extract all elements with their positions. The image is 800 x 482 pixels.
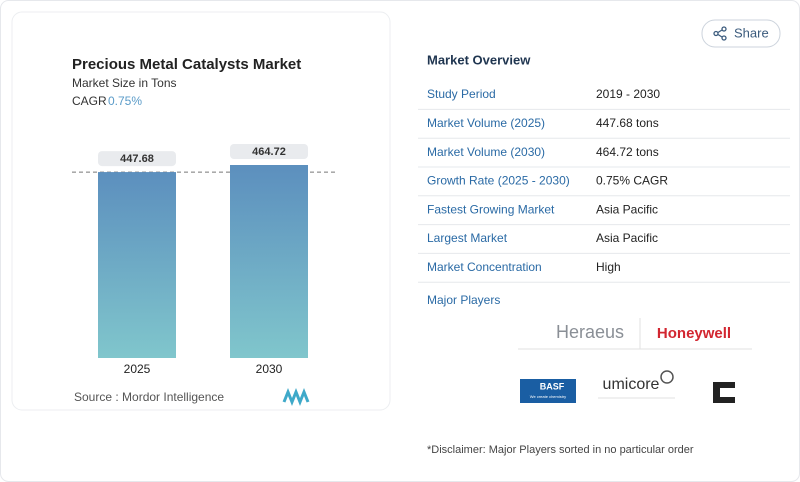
- chart-subtitle: Market Size in Tons: [72, 76, 177, 90]
- bar: [98, 172, 176, 358]
- row-value: High: [596, 260, 621, 274]
- row-label: Largest Market: [427, 231, 508, 245]
- bar: [230, 165, 308, 358]
- row-label: Market Volume (2030): [427, 145, 545, 159]
- row-label: Study Period: [427, 87, 496, 101]
- row-value: 0.75% CAGR: [596, 174, 668, 188]
- x-tick-label: 2030: [256, 362, 283, 376]
- value-label-bg: [230, 144, 308, 159]
- x-tick-label: 2025: [124, 362, 151, 376]
- row-value: 447.68 tons: [596, 116, 659, 130]
- row-label: Market Volume (2025): [427, 116, 545, 130]
- chart-title: Precious Metal Catalysts Market: [72, 56, 301, 73]
- row-value: 464.72 tons: [596, 145, 659, 159]
- share-button[interactable]: [701, 19, 781, 48]
- logo-basf-tagline: We create chemistry: [530, 394, 566, 399]
- overview-title: Market Overview: [427, 52, 531, 67]
- cagr-value: 0.75%: [108, 94, 142, 108]
- value-label: 447.68: [120, 153, 154, 165]
- logo-heraeus: Heraeus: [556, 322, 624, 342]
- row-label: Growth Rate (2025 - 2030): [427, 174, 570, 188]
- logo-umicore: umicore: [603, 376, 660, 393]
- value-label-bg: [98, 151, 176, 167]
- row-value: Asia Pacific: [596, 202, 658, 216]
- logo-honeywell: Honeywell: [657, 325, 731, 342]
- share-icon: [713, 26, 727, 41]
- row-value: 2019 - 2030: [596, 87, 660, 101]
- share-label[interactable]: Share: [734, 25, 769, 40]
- mordor-logo: [282, 387, 310, 407]
- row-value: Asia Pacific: [596, 231, 658, 245]
- source: Source : Mordor Intelligence: [74, 390, 224, 404]
- cagr-label: CAGR: [72, 94, 107, 108]
- players-title: Major Players: [427, 293, 500, 307]
- disclaimer: *Disclaimer: Major Players sorted in no …: [427, 444, 694, 456]
- row-label: Market Concentration: [427, 260, 542, 274]
- players-logos: Heraeus Honeywell BASF We create chemist…: [518, 318, 752, 403]
- value-label: 464.72: [252, 146, 286, 158]
- logo-basf: BASF: [540, 381, 565, 391]
- logo-icon: [713, 382, 735, 403]
- row-label: Fastest Growing Market: [427, 202, 555, 216]
